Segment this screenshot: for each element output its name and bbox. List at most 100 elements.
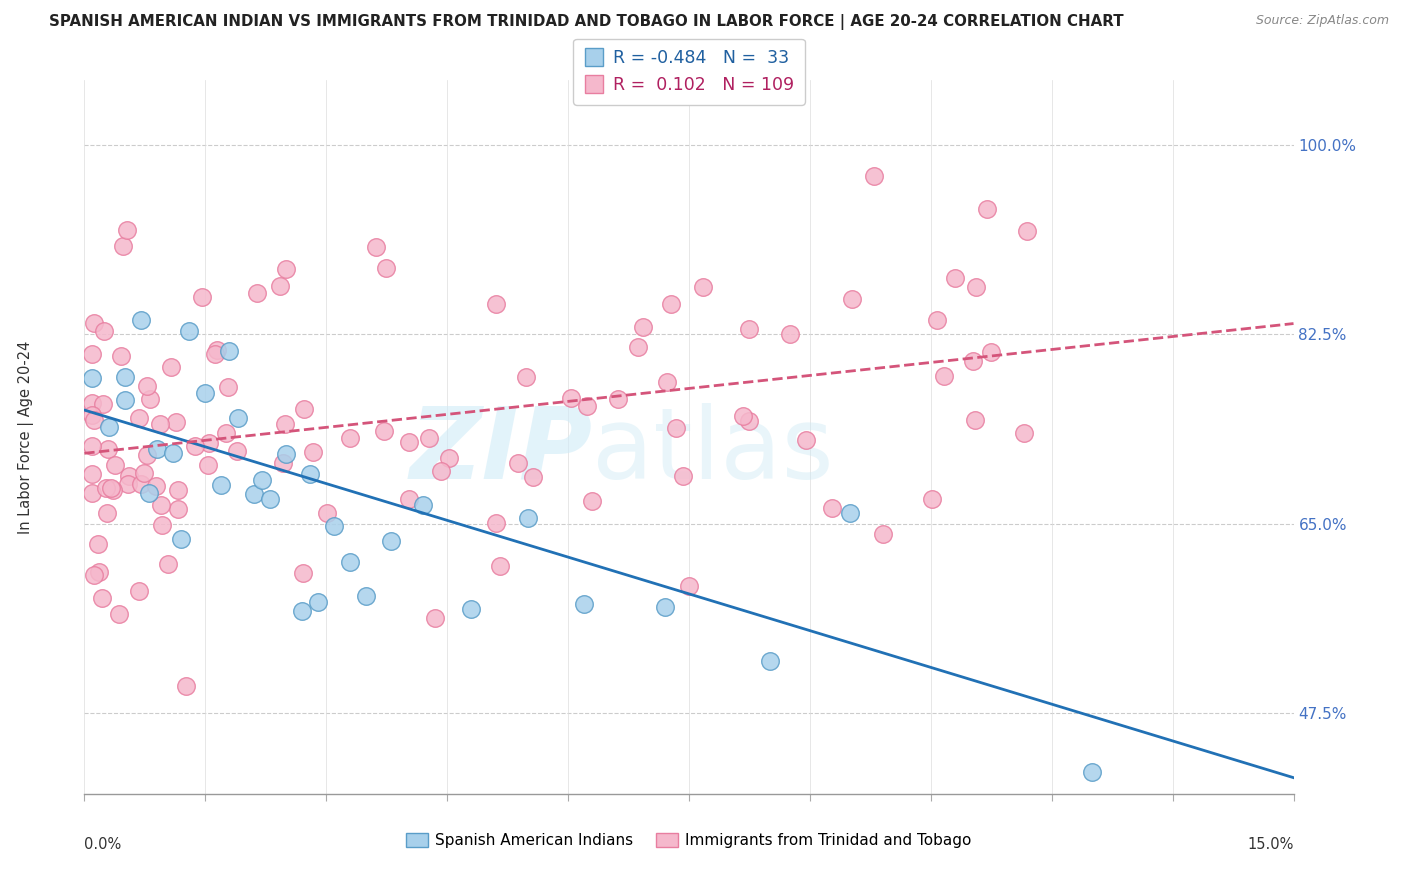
Point <box>274 447 297 461</box>
Text: SPANISH AMERICAN INDIAN VS IMMIGRANTS FROM TRINIDAD AND TOBAGO IN LABOR FORCE | : SPANISH AMERICAN INDIAN VS IMMIGRANTS FR… <box>49 14 1123 30</box>
Point <box>250 473 273 487</box>
Point <box>274 261 297 276</box>
Text: ZIP: ZIP <box>409 403 592 500</box>
Point <box>157 557 180 571</box>
Point <box>1017 224 1039 238</box>
Point <box>110 349 132 363</box>
Point <box>659 297 682 311</box>
Text: In Labor Force | Age 20-24: In Labor Force | Age 20-24 <box>18 341 34 533</box>
Point <box>269 279 291 293</box>
Point <box>323 518 346 533</box>
Point <box>692 280 714 294</box>
Point <box>97 442 120 456</box>
Point <box>165 415 187 429</box>
Point <box>581 493 603 508</box>
Point <box>82 439 104 453</box>
Point <box>138 486 160 500</box>
Point <box>129 477 152 491</box>
Point <box>209 477 232 491</box>
Point <box>733 409 755 423</box>
Point <box>217 380 239 394</box>
Point <box>841 293 863 307</box>
Point <box>316 506 339 520</box>
Point <box>606 392 628 406</box>
Point <box>114 369 136 384</box>
Point <box>218 344 240 359</box>
Point <box>299 467 322 481</box>
Point <box>90 591 112 606</box>
Point <box>863 169 886 183</box>
Point <box>82 408 104 422</box>
Point <box>560 391 582 405</box>
Point <box>117 468 139 483</box>
Point <box>82 395 104 409</box>
Point <box>215 425 238 440</box>
Point <box>128 584 150 599</box>
Text: atlas: atlas <box>592 403 834 500</box>
Point <box>179 324 201 338</box>
Point <box>87 537 110 551</box>
Point <box>162 446 184 460</box>
Point <box>976 202 998 216</box>
Point <box>292 566 315 581</box>
Point <box>516 511 538 525</box>
Point <box>96 507 118 521</box>
Point <box>166 483 188 497</box>
Point <box>136 449 159 463</box>
Point <box>83 316 105 330</box>
Point <box>301 444 323 458</box>
Point <box>485 516 508 530</box>
Point <box>100 481 122 495</box>
Point <box>508 456 530 470</box>
Point <box>872 527 894 541</box>
Text: 0.0%: 0.0% <box>84 837 121 852</box>
Point <box>364 240 387 254</box>
Point <box>375 260 398 275</box>
Point <box>356 589 378 603</box>
Point <box>274 417 297 431</box>
Point <box>654 599 676 614</box>
Point <box>965 280 987 294</box>
Point <box>925 312 948 326</box>
Point <box>82 486 104 500</box>
Point <box>339 555 361 569</box>
Point <box>373 424 395 438</box>
Point <box>794 434 817 448</box>
Point <box>839 506 862 520</box>
Point <box>91 397 114 411</box>
Point <box>82 347 104 361</box>
Point <box>82 370 104 384</box>
Point <box>194 385 217 400</box>
Point <box>242 487 264 501</box>
Point <box>522 469 544 483</box>
Point <box>307 595 329 609</box>
Point <box>191 290 214 304</box>
Point <box>198 436 221 450</box>
Text: 15.0%: 15.0% <box>1247 837 1294 852</box>
Point <box>758 654 780 668</box>
Point <box>980 345 1002 359</box>
Point <box>96 481 118 495</box>
Point <box>129 313 152 327</box>
Point <box>174 679 197 693</box>
Point <box>398 435 420 450</box>
Point <box>921 491 943 506</box>
Point <box>934 369 956 384</box>
Point <box>631 320 654 334</box>
Point <box>398 492 420 507</box>
Point <box>655 375 678 389</box>
Point <box>97 420 120 434</box>
Point <box>108 607 131 621</box>
Point <box>339 431 361 445</box>
Point <box>146 442 169 456</box>
Point <box>246 286 269 301</box>
Point <box>380 534 402 549</box>
Point <box>104 458 127 472</box>
Point <box>170 532 193 546</box>
Point <box>101 483 124 498</box>
Point <box>150 518 173 533</box>
Point <box>87 566 110 580</box>
Point <box>82 467 104 482</box>
Point <box>779 326 801 341</box>
Point <box>134 467 156 481</box>
